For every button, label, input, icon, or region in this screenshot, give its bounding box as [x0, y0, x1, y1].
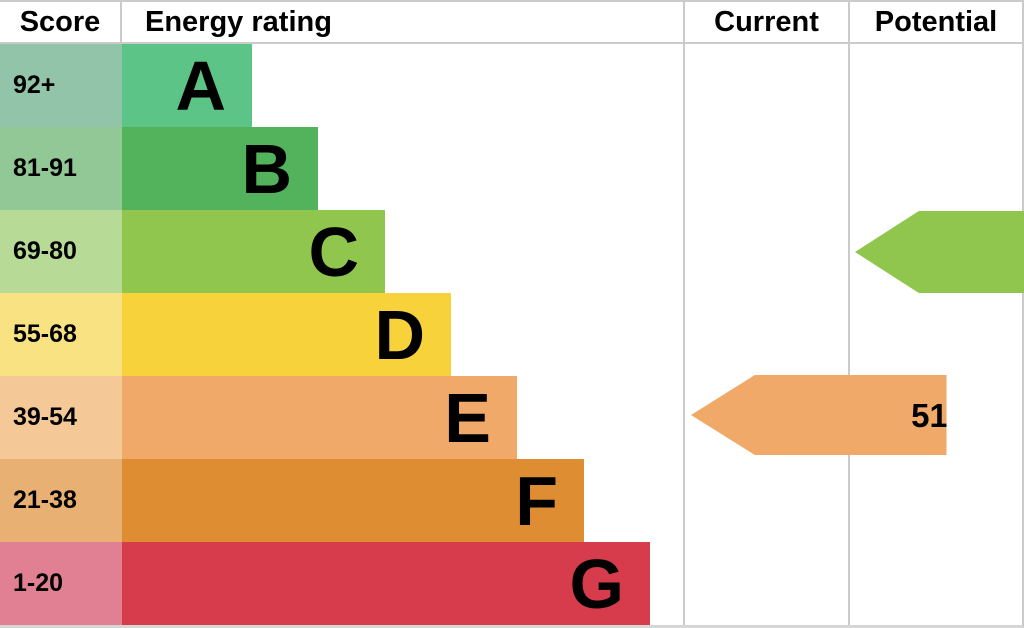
band-letter-d: D	[374, 295, 425, 374]
current-cell-c	[683, 210, 848, 293]
potential-cell-b	[848, 127, 1022, 210]
band-row-c: C	[122, 210, 683, 293]
potential-cell-g	[848, 542, 1022, 625]
potential-cell-a	[848, 44, 1022, 127]
band-letter-b: B	[241, 129, 292, 208]
score-range-a: 92+	[0, 44, 122, 127]
band-row-f: F	[122, 459, 683, 542]
band-bar-e: E	[122, 376, 517, 459]
score-column-header: Score	[0, 2, 122, 44]
current-score-value: 51	[911, 396, 948, 434]
band-row-a: A	[122, 44, 683, 127]
band-row-d: D	[122, 293, 683, 376]
energy-rating-column-header: Energy rating	[122, 2, 683, 44]
score-range-e: 39-54	[0, 376, 122, 459]
band-bar-a: A	[122, 44, 252, 127]
band-letter-a: A	[175, 46, 226, 125]
band-letter-f: F	[515, 461, 558, 540]
score-range-g: 1-20	[0, 542, 122, 625]
current-cell-g	[683, 542, 848, 625]
band-letter-g: G	[569, 544, 624, 623]
band-bar-b: B	[122, 127, 318, 210]
current-cell-d	[683, 293, 848, 376]
current-cell-f	[683, 459, 848, 542]
potential-column-header: Potential	[848, 2, 1022, 44]
band-letter-c: C	[308, 212, 359, 291]
band-row-b: B	[122, 127, 683, 210]
current-cell-a	[683, 44, 848, 127]
score-range-f: 21-38	[0, 459, 122, 542]
current-cell-b	[683, 127, 848, 210]
band-bar-g: G	[122, 542, 650, 625]
score-header-label: Score	[19, 5, 101, 38]
current-header-label: Current	[714, 5, 819, 38]
score-range-d: 55-68	[0, 293, 122, 376]
band-row-e: E	[122, 376, 683, 459]
current-column-header: Current	[683, 2, 848, 44]
band-letter-e: E	[444, 378, 491, 457]
potential-header-label: Potential	[874, 5, 998, 38]
potential-cell-d	[848, 293, 1022, 376]
band-bar-f: F	[122, 459, 584, 542]
score-range-c: 69-80	[0, 210, 122, 293]
band-row-g: G	[122, 542, 683, 625]
potential-cell-f	[848, 459, 1022, 542]
band-bar-d: D	[122, 293, 451, 376]
energy-rating-header-label: Energy rating	[145, 5, 332, 38]
band-bar-c: C	[122, 210, 385, 293]
score-range-b: 81-91	[0, 127, 122, 210]
